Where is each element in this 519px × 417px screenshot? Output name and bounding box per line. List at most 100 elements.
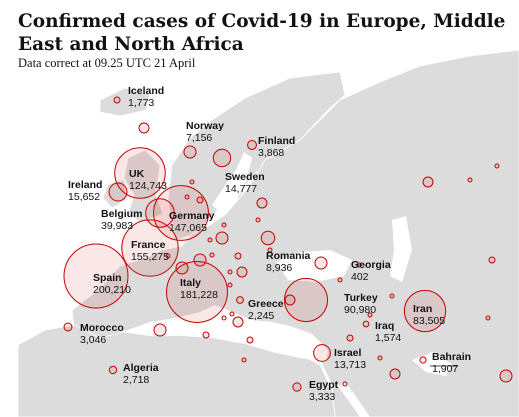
label-israel-cases: 13,713 [334, 359, 366, 371]
label-belgium-name: Belgium [101, 208, 142, 220]
label-ireland-cases: 15,652 [68, 191, 100, 203]
label-bahrain-name: Bahrain [432, 351, 471, 363]
label-uk-cases: 124,743 [129, 180, 167, 192]
label-israel-name: Israel [334, 347, 362, 359]
bubble-minor [346, 334, 354, 342]
label-romania-name: Romania [266, 250, 311, 262]
bubble-minor [494, 163, 500, 169]
bubble-minor [153, 323, 167, 337]
bubble-minor [488, 256, 496, 264]
label-iraq-name: Iraq [375, 320, 394, 332]
label-georgia-cases: 402 [351, 271, 369, 283]
label-iceland-cases: 1,773 [128, 97, 154, 109]
bubble-minor [196, 196, 204, 204]
baltic-sea [212, 152, 252, 214]
bubble-iraq [362, 320, 370, 328]
bubble-minor [236, 266, 248, 278]
bubble-finland [247, 140, 257, 150]
label-norway-cases: 7,156 [186, 132, 212, 144]
bubble-minor [138, 122, 150, 134]
label-turkey-cases: 90,980 [344, 304, 376, 316]
label-algeria-name: Algeria [123, 362, 159, 374]
label-egypt-name: Egypt [309, 379, 339, 391]
bubble-minor [227, 269, 233, 275]
caspian-sea [390, 216, 412, 282]
label-sweden-name: Sweden [225, 171, 265, 183]
label-greece-cases: 2,245 [248, 310, 274, 322]
label-georgia-name: Georgia [351, 259, 391, 271]
persian-gulf [412, 352, 452, 376]
bubble-minor [232, 316, 244, 328]
bubble-turkey [283, 277, 329, 323]
bubble-minor [314, 256, 328, 270]
label-romania-cases: 8,936 [266, 262, 292, 274]
bubble-sweden [212, 148, 232, 168]
bubble-iran [403, 289, 447, 333]
bubble-minor [175, 261, 189, 275]
bubble-bahrain [419, 356, 427, 364]
red-sea [338, 382, 370, 417]
label-bahrain-cases: 1,907 [432, 363, 458, 375]
label-finland-cases: 3,868 [258, 147, 284, 159]
chart-subtitle: Data correct at 09.25 UTC 21 April [18, 56, 196, 70]
label-iceland-name: Iceland [128, 85, 164, 97]
label-egypt-cases: 3,333 [309, 391, 335, 403]
bubble-spain [63, 243, 129, 309]
black-sea [276, 250, 352, 282]
bubble-minor [267, 247, 273, 253]
label-norway-name: Norway [186, 120, 224, 132]
label-algeria-cases: 2,718 [123, 374, 149, 386]
bubble-minor [189, 179, 195, 185]
land-great-britain [123, 149, 164, 223]
label-france-cases: 155,275 [131, 251, 169, 263]
bubble-minor [207, 237, 213, 243]
bubble-minor [377, 355, 383, 361]
label-ireland-name: Ireland [68, 179, 102, 191]
label-morocco-cases: 3,046 [80, 334, 106, 346]
bubble-minor [165, 253, 171, 259]
bubble-minor [215, 231, 229, 245]
bubble-greece [236, 296, 244, 304]
bubble-egypt [292, 382, 302, 392]
bubble-minor [234, 252, 242, 260]
bubble-minor [246, 336, 254, 344]
bubble-ireland [108, 182, 128, 202]
label-morocco-name: Morocco [80, 322, 124, 334]
bubble-minor [284, 294, 296, 306]
label-france-name: France [131, 239, 166, 251]
label-belgium-cases: 39,983 [101, 220, 133, 232]
bubble-romania [260, 230, 276, 246]
label-sweden-cases: 14,777 [225, 183, 257, 195]
bubble-israel [313, 344, 331, 362]
mediterranean-sea [122, 305, 328, 362]
bubble-layer [63, 96, 513, 392]
label-italy-cases: 181,228 [180, 289, 218, 301]
bubble-minor [467, 177, 473, 183]
bubble-minor [221, 315, 227, 321]
bubble-france [121, 219, 179, 277]
bubble-minor [255, 217, 261, 223]
bubble-minor [342, 381, 348, 387]
bubble-minor [499, 369, 513, 383]
bubble-minor [227, 282, 233, 288]
label-uk-name: UK [129, 168, 145, 180]
bubble-uk [114, 147, 166, 199]
label-iran-cases: 83,505 [413, 315, 445, 327]
bubble-norway [183, 145, 197, 159]
water-layer [122, 152, 452, 417]
bubble-minor [422, 176, 434, 188]
bubble-morocco [63, 322, 73, 332]
bubble-algeria [108, 365, 118, 375]
label-spain-cases: 200,210 [93, 284, 131, 296]
label-turkey-name: Turkey [344, 292, 378, 304]
label-germany-cases: 147,065 [169, 222, 207, 234]
bubble-minor [485, 315, 491, 321]
bubble-germany [153, 185, 209, 241]
chart-title: Confirmed cases of Covid-19 in Europe, M… [18, 11, 506, 55]
bubble-iceland [113, 96, 121, 104]
bubble-minor [337, 277, 343, 283]
bubble-minor [184, 194, 190, 200]
label-spain-name: Spain [93, 272, 122, 284]
label-finland-name: Finland [258, 135, 295, 147]
land-iceland [99, 87, 151, 117]
